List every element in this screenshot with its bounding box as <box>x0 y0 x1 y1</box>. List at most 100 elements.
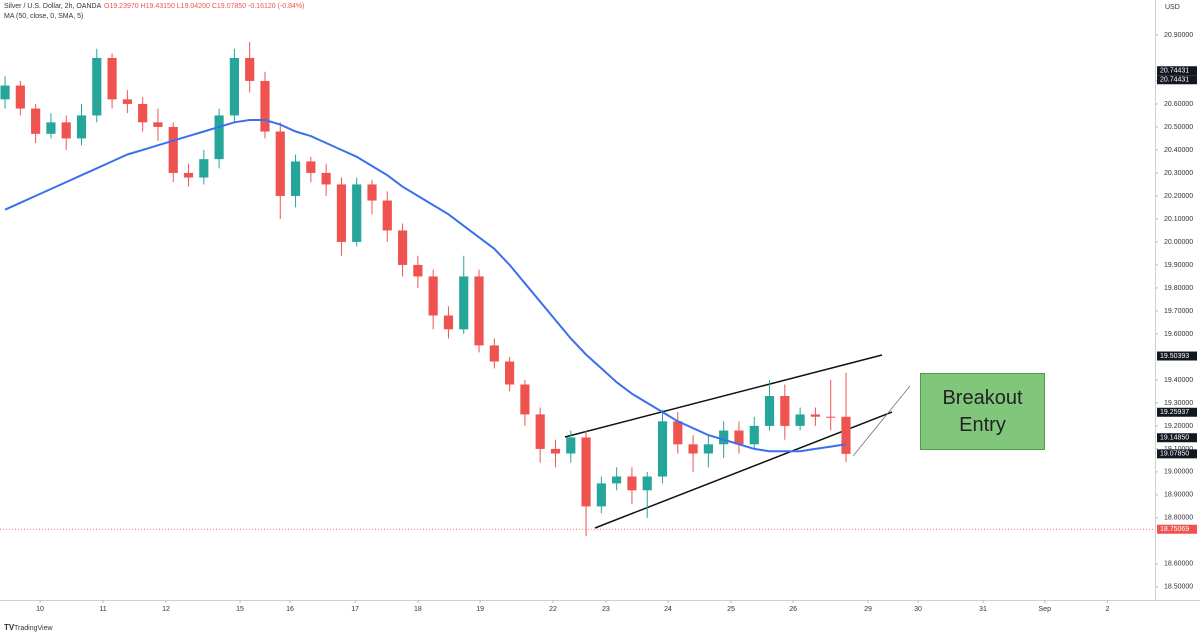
y-tick-label: 19.30000 <box>1164 400 1193 407</box>
x-tick-label: 23 <box>602 606 610 613</box>
candle-body <box>459 276 469 330</box>
x-tick-label: 22 <box>549 606 557 613</box>
brand-logo: TV <box>4 623 15 632</box>
x-tick-label: 29 <box>864 606 872 613</box>
y-axis-label: USD <box>1165 4 1180 11</box>
price-label: 20.74431 <box>1160 77 1189 84</box>
y-tick-label: 19.60000 <box>1164 331 1193 338</box>
candle-body <box>734 430 744 445</box>
candle-body <box>642 476 652 491</box>
candle-body <box>673 421 683 445</box>
y-tick-label: 20.10000 <box>1164 216 1193 223</box>
candle-body <box>764 396 775 426</box>
candle-body <box>168 126 178 173</box>
candle-body <box>550 448 561 454</box>
candle-body <box>810 414 820 417</box>
candle-body <box>245 57 255 81</box>
x-tick-label: 18 <box>414 606 422 613</box>
x-tick-label: 15 <box>236 606 244 613</box>
candle-body <box>229 57 239 116</box>
y-tick-label: 19.70000 <box>1164 308 1193 315</box>
x-tick-label: 19 <box>476 606 484 613</box>
y-tick-label: 20.50000 <box>1164 124 1193 131</box>
price-label-box <box>1157 433 1197 443</box>
x-tick-label: 26 <box>789 606 797 613</box>
candle-body <box>321 172 331 185</box>
candle-body <box>275 131 285 196</box>
candle-body <box>214 115 224 160</box>
y-tick-label: 19.00000 <box>1164 469 1193 476</box>
candle-body <box>290 161 301 196</box>
candle-body <box>749 425 759 445</box>
annotation: Breakout Entry <box>920 373 1045 450</box>
candle-body <box>260 80 270 132</box>
y-tick-label: 20.20000 <box>1164 193 1193 200</box>
candle-body <box>336 184 347 242</box>
candle-body <box>780 396 790 426</box>
price-label-box <box>1157 524 1197 534</box>
candle-body <box>122 99 132 104</box>
candle-body <box>76 115 87 139</box>
candle-body <box>826 416 836 418</box>
y-tick-label: 20.30000 <box>1164 170 1193 177</box>
candle-body <box>841 416 851 454</box>
x-tick-label: 25 <box>727 606 735 613</box>
y-tick-label: 20.90000 <box>1164 32 1193 39</box>
candle-body <box>0 85 10 100</box>
candle-body <box>795 414 805 426</box>
candle-body <box>520 384 530 415</box>
price-label-box <box>1157 449 1197 459</box>
price-label: 20.74431 <box>1160 68 1189 75</box>
x-tick-label: 11 <box>99 606 106 613</box>
y-tick-label: 18.60000 <box>1164 561 1193 568</box>
candle-body <box>31 108 41 134</box>
x-tick-label: Sep <box>1039 606 1052 613</box>
price-label-box <box>1157 407 1197 417</box>
candle-body <box>443 315 454 330</box>
candle-body <box>15 85 25 109</box>
candle-body <box>657 421 668 477</box>
brand: TradingView <box>14 625 53 632</box>
x-tick-label: 16 <box>286 606 294 613</box>
candle-body <box>199 159 209 178</box>
y-tick-label: 18.80000 <box>1164 515 1193 522</box>
candle-body <box>61 122 71 139</box>
price-label: 19.07850 <box>1160 451 1189 458</box>
candle-body <box>413 264 423 277</box>
price-label: 19.50393 <box>1160 353 1189 360</box>
candle-body <box>138 103 148 123</box>
ma-line <box>4 119 847 453</box>
candle-body <box>535 414 545 449</box>
y-tick-label: 19.80000 <box>1164 285 1193 292</box>
price-label-box <box>1157 75 1197 85</box>
candle-body <box>688 444 698 454</box>
candle-body <box>505 361 515 385</box>
x-tick-label: 10 <box>36 606 44 613</box>
candle-body <box>382 200 392 231</box>
price-label-box <box>1157 351 1197 361</box>
candle-body <box>596 483 606 507</box>
legend-entry: MA (50, close, 0, SMA, 5) <box>4 13 83 20</box>
candle-body <box>92 57 102 116</box>
candle-body <box>719 430 729 445</box>
candle-body <box>566 437 576 454</box>
candle-body <box>107 57 117 100</box>
price-label-box <box>1157 66 1197 76</box>
y-tick-label: 19.10000 <box>1164 446 1193 453</box>
candle-body <box>703 444 713 454</box>
x-tick-label: 17 <box>351 606 359 613</box>
x-tick-label: 12 <box>162 606 170 613</box>
candle-body <box>489 345 499 362</box>
candle-body <box>306 161 316 173</box>
y-tick-label: 20.00000 <box>1164 239 1193 246</box>
candle-body <box>474 276 484 346</box>
x-tick-label: 31 <box>979 606 987 613</box>
y-tick-label: 18.90000 <box>1164 492 1193 499</box>
y-tick-label: 19.40000 <box>1164 377 1193 384</box>
price-label: 18.75069 <box>1160 526 1189 533</box>
arrow-line <box>852 385 911 457</box>
y-tick-label: 19.20000 <box>1164 423 1193 430</box>
candle-body <box>397 230 408 265</box>
